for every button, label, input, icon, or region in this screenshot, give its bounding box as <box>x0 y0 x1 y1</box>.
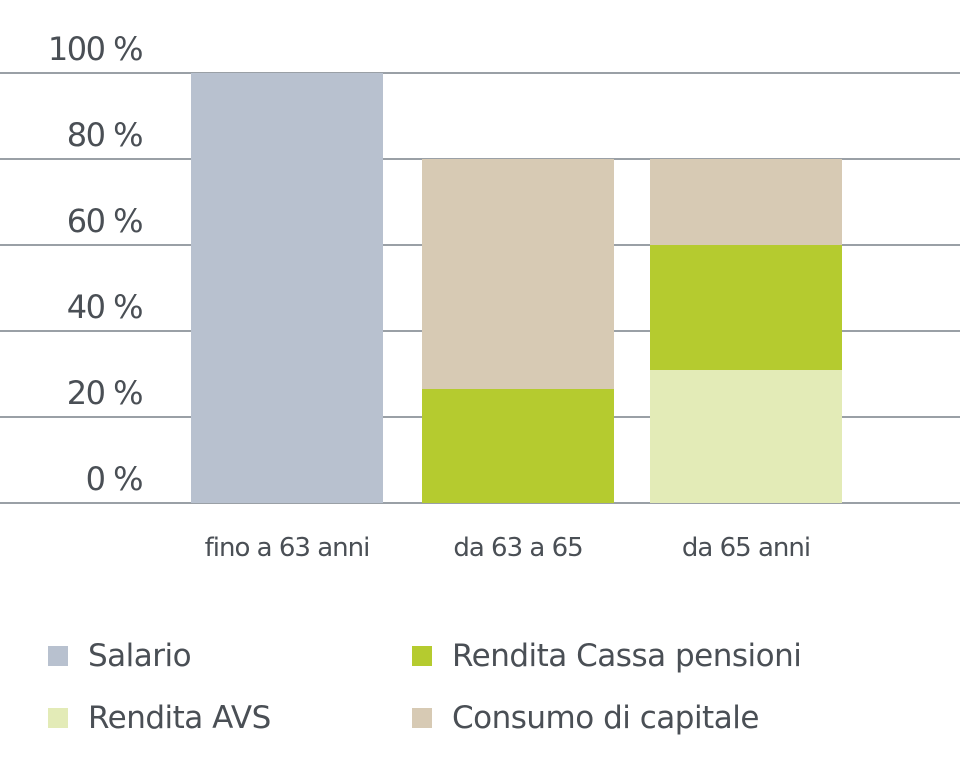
gridline <box>0 72 960 74</box>
legend-swatch-icon <box>412 708 432 728</box>
bar-segment-consumo-di-capitale <box>650 159 842 245</box>
legend-swatch-icon <box>412 646 432 666</box>
y-tick-label: 100 % <box>47 30 144 68</box>
bar-segment-rendita-cassa-pensioni <box>650 245 842 370</box>
bar-segment-consumo-di-capitale <box>422 159 614 390</box>
legend-label: Rendita Cassa pensioni <box>452 638 802 674</box>
gridline <box>0 502 960 504</box>
y-tick-label: 0 % <box>85 460 144 498</box>
y-tick-label: 20 % <box>66 374 144 412</box>
x-tick-label: fino a 63 anni <box>204 533 371 563</box>
y-tick-label: 80 % <box>66 116 144 154</box>
legend-item: Rendita Cassa pensioni <box>412 638 802 674</box>
x-tick-label: da 65 anni <box>681 533 811 563</box>
legend-swatch-icon <box>48 708 68 728</box>
x-tick-label: da 63 a 65 <box>453 533 583 563</box>
legend-swatch-icon <box>48 646 68 666</box>
bar-segment-rendita-avs <box>650 369 842 503</box>
y-tick-label: 60 % <box>66 202 144 240</box>
legend-label: Rendita AVS <box>88 700 271 736</box>
bar-segment-rendita-cassa-pensioni <box>422 389 614 503</box>
legend-item: Consumo di capitale <box>412 700 759 736</box>
bar-segment-salario <box>191 73 383 503</box>
legend-label: Consumo di capitale <box>452 700 759 736</box>
legend-item: Rendita AVS <box>48 700 271 736</box>
legend-item: Salario <box>48 638 192 674</box>
y-tick-label: 40 % <box>66 288 144 326</box>
legend-label: Salario <box>88 638 192 674</box>
